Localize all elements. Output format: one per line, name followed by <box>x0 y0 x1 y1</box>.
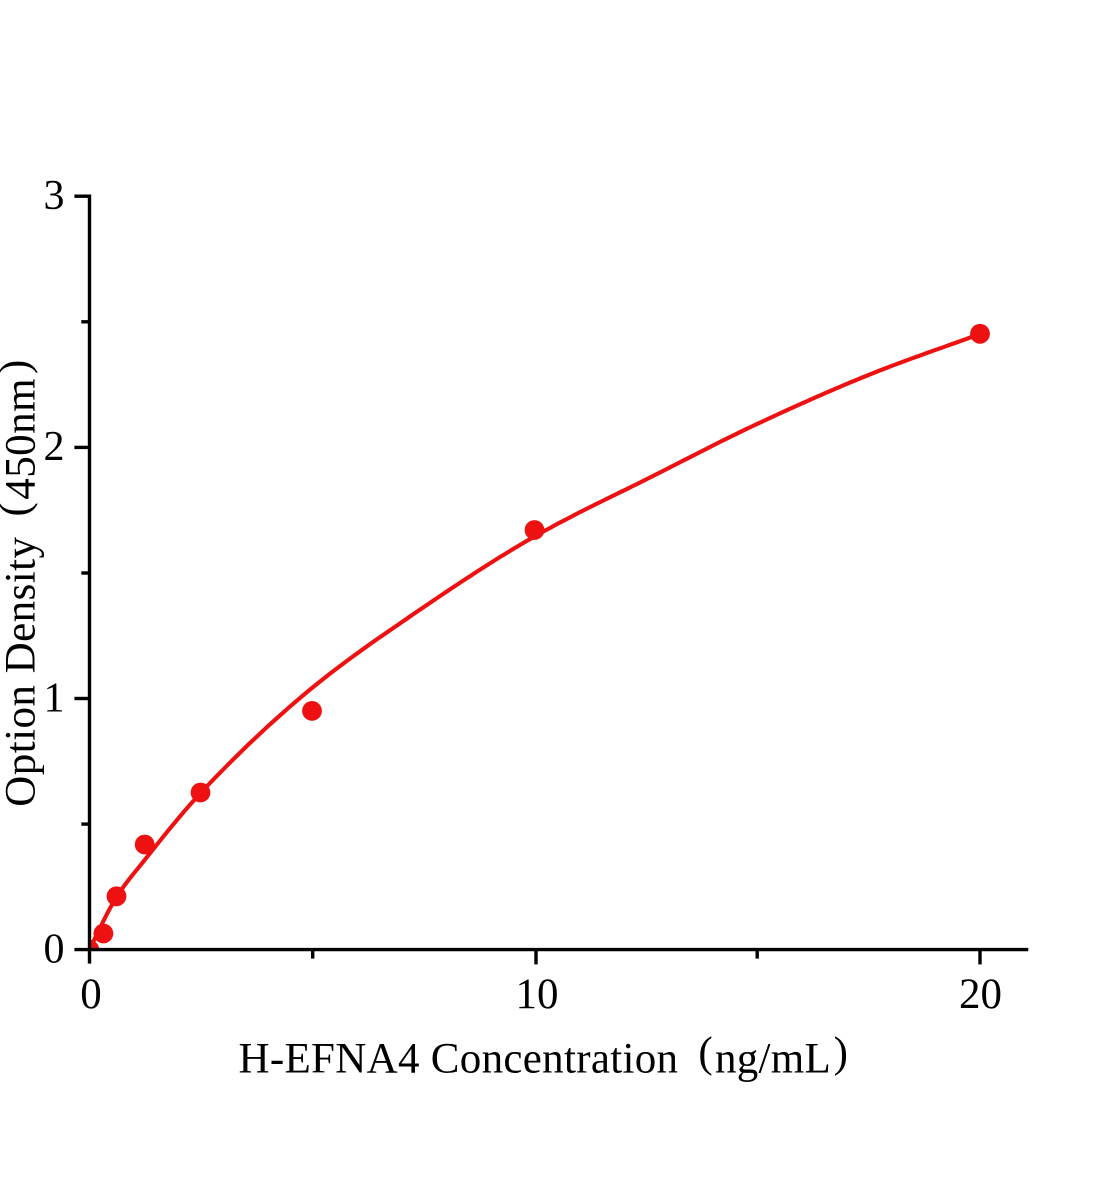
svg-text:10: 10 <box>516 971 559 1018</box>
svg-text:0: 0 <box>44 926 65 972</box>
svg-text:3: 3 <box>44 173 65 219</box>
svg-text:H-EFNA4 Concentration(ng/mL): H-EFNA4 Concentration (ng/mL) <box>239 1030 849 1083</box>
svg-text:Option Density(450nm): Option Density(450nm) <box>0 359 45 807</box>
svg-text:1: 1 <box>44 675 65 721</box>
svg-text:20: 20 <box>959 971 1002 1018</box>
svg-text:2: 2 <box>44 424 65 470</box>
svg-text:0: 0 <box>80 971 102 1018</box>
